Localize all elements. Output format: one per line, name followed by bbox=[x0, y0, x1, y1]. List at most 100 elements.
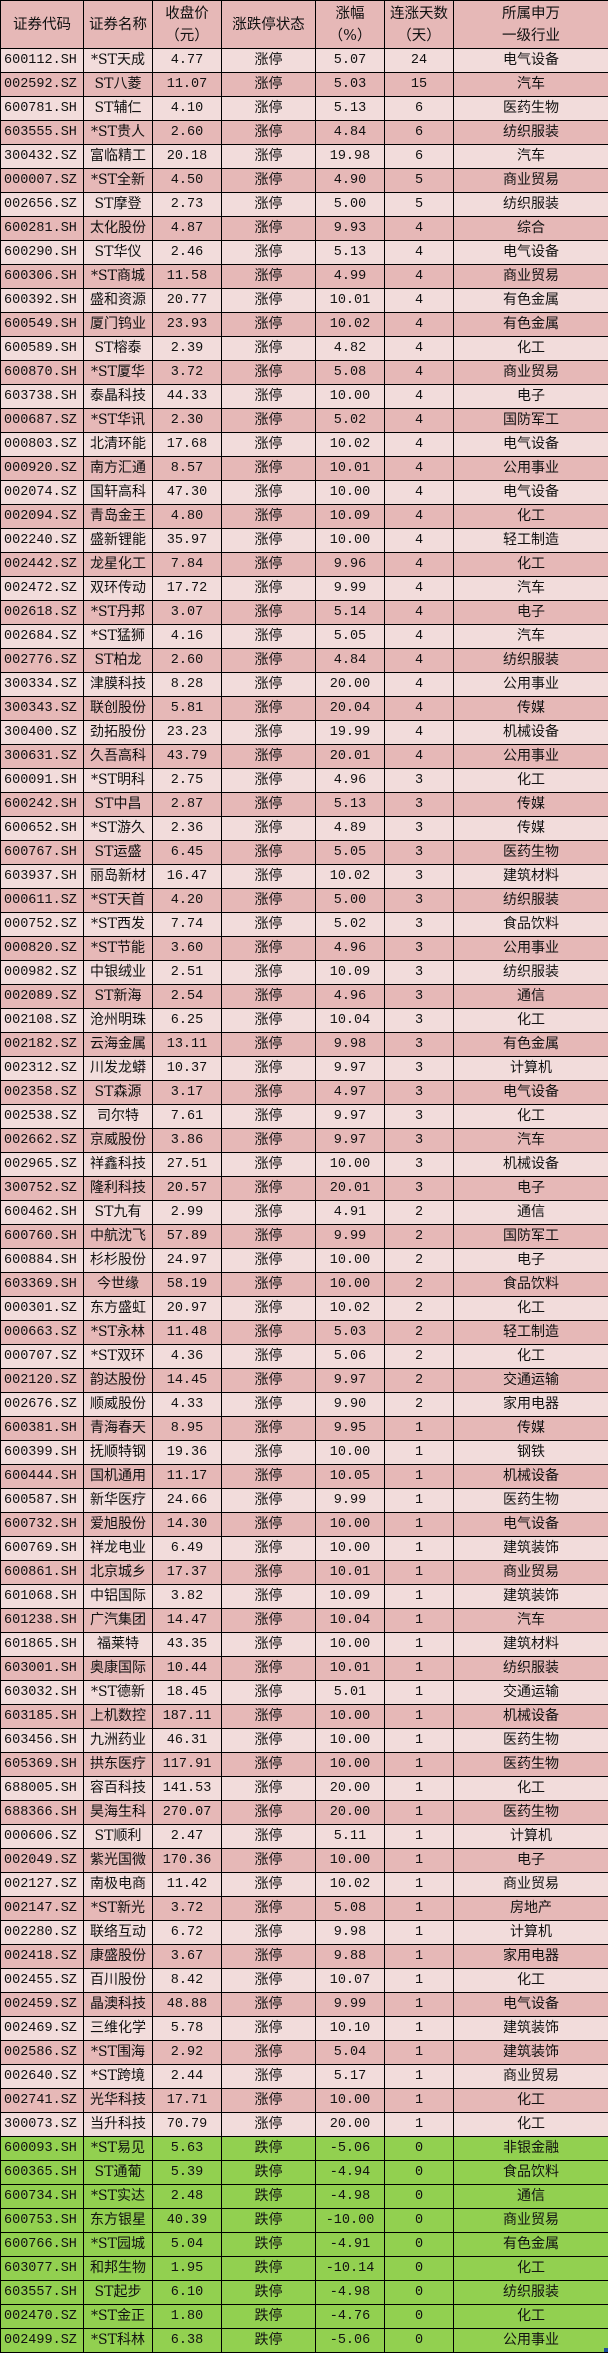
cell-change-pct[interactable]: 10.04 bbox=[316, 1609, 385, 1633]
cell-industry[interactable]: 机械设备 bbox=[454, 721, 608, 745]
cell-industry[interactable]: 纺织服装 bbox=[454, 193, 608, 217]
cell-name[interactable]: 百川股份 bbox=[84, 1969, 153, 1993]
cell-consecutive-days[interactable]: 1 bbox=[385, 1537, 454, 1561]
cell-consecutive-days[interactable]: 4 bbox=[385, 385, 454, 409]
cell-close-price[interactable]: 117.91 bbox=[153, 1753, 222, 1777]
cell-close-price[interactable]: 4.10 bbox=[153, 97, 222, 121]
cell-name[interactable]: 联创股份 bbox=[84, 697, 153, 721]
cell-change-pct[interactable]: 10.07 bbox=[316, 1969, 385, 1993]
cell-close-price[interactable]: 48.88 bbox=[153, 1993, 222, 2017]
cell-code[interactable]: 600587.SH bbox=[1, 1489, 84, 1513]
cell-consecutive-days[interactable]: 3 bbox=[385, 1033, 454, 1057]
cell-name[interactable]: 盛和资源 bbox=[84, 289, 153, 313]
cell-industry[interactable]: 轻工制造 bbox=[454, 529, 608, 553]
cell-close-price[interactable]: 4.36 bbox=[153, 1345, 222, 1369]
cell-change-pct[interactable]: 9.99 bbox=[316, 1489, 385, 1513]
cell-change-pct[interactable]: 20.00 bbox=[316, 1777, 385, 1801]
cell-consecutive-days[interactable]: 1 bbox=[385, 1657, 454, 1681]
cell-change-pct[interactable]: 10.00 bbox=[316, 1753, 385, 1777]
cell-change-pct[interactable]: 10.04 bbox=[316, 1009, 385, 1033]
cell-industry[interactable]: 建筑装饰 bbox=[454, 1585, 608, 1609]
cell-name[interactable]: 奥康国际 bbox=[84, 1657, 153, 1681]
cell-name[interactable]: ST森源 bbox=[84, 1081, 153, 1105]
cell-limit-status[interactable]: 涨停 bbox=[222, 289, 316, 313]
cell-code[interactable]: 600306.SH bbox=[1, 265, 84, 289]
cell-code[interactable]: 603937.SH bbox=[1, 865, 84, 889]
cell-industry[interactable]: 通信 bbox=[454, 985, 608, 1009]
cell-industry[interactable]: 有色金属 bbox=[454, 313, 608, 337]
cell-close-price[interactable]: 4.77 bbox=[153, 49, 222, 73]
cell-change-pct[interactable]: -10.14 bbox=[316, 2257, 385, 2281]
cell-industry[interactable]: 建筑材料 bbox=[454, 1633, 608, 1657]
cell-name[interactable]: 沧州明珠 bbox=[84, 1009, 153, 1033]
cell-close-price[interactable]: 3.82 bbox=[153, 1585, 222, 1609]
cell-name[interactable]: ST榕泰 bbox=[84, 337, 153, 361]
cell-code[interactable]: 002442.SZ bbox=[1, 553, 84, 577]
cell-limit-status[interactable]: 跌停 bbox=[222, 2281, 316, 2305]
cell-limit-status[interactable]: 涨停 bbox=[222, 193, 316, 217]
cell-change-pct[interactable]: 10.01 bbox=[316, 289, 385, 313]
cell-change-pct[interactable]: 9.97 bbox=[316, 1129, 385, 1153]
cell-code[interactable]: 300334.SZ bbox=[1, 673, 84, 697]
cell-change-pct[interactable]: 4.97 bbox=[316, 1081, 385, 1105]
cell-limit-status[interactable]: 涨停 bbox=[222, 2089, 316, 2113]
cell-close-price[interactable]: 3.67 bbox=[153, 1945, 222, 1969]
cell-consecutive-days[interactable]: 6 bbox=[385, 145, 454, 169]
cell-industry[interactable]: 传媒 bbox=[454, 793, 608, 817]
cell-code[interactable]: 601865.SH bbox=[1, 1633, 84, 1657]
cell-limit-status[interactable]: 涨停 bbox=[222, 1945, 316, 1969]
cell-industry[interactable]: 电气设备 bbox=[454, 1513, 608, 1537]
cell-consecutive-days[interactable]: 4 bbox=[385, 529, 454, 553]
cell-name[interactable]: 广汽集团 bbox=[84, 1609, 153, 1633]
cell-close-price[interactable]: 5.63 bbox=[153, 2137, 222, 2161]
cell-industry[interactable]: 机械设备 bbox=[454, 1465, 608, 1489]
cell-name[interactable]: 紫光国微 bbox=[84, 1849, 153, 1873]
cell-close-price[interactable]: 3.17 bbox=[153, 1081, 222, 1105]
cell-change-pct[interactable]: 10.09 bbox=[316, 961, 385, 985]
cell-limit-status[interactable]: 涨停 bbox=[222, 745, 316, 769]
cell-consecutive-days[interactable]: 3 bbox=[385, 913, 454, 937]
cell-close-price[interactable]: 6.38 bbox=[153, 2329, 222, 2353]
cell-code[interactable]: 600444.SH bbox=[1, 1465, 84, 1489]
cell-name[interactable]: *ST天成 bbox=[84, 49, 153, 73]
cell-industry[interactable]: 通信 bbox=[454, 2185, 608, 2209]
cell-change-pct[interactable]: 9.98 bbox=[316, 1921, 385, 1945]
cell-name[interactable]: 青岛金王 bbox=[84, 505, 153, 529]
cell-code[interactable]: 600781.SH bbox=[1, 97, 84, 121]
cell-change-pct[interactable]: 9.96 bbox=[316, 553, 385, 577]
cell-consecutive-days[interactable]: 0 bbox=[385, 2329, 454, 2353]
cell-name[interactable]: 司尔特 bbox=[84, 1105, 153, 1129]
cell-close-price[interactable]: 10.44 bbox=[153, 1657, 222, 1681]
cell-industry[interactable]: 电子 bbox=[454, 1177, 608, 1201]
cell-change-pct[interactable]: 5.08 bbox=[316, 361, 385, 385]
cell-change-pct[interactable]: 5.02 bbox=[316, 409, 385, 433]
cell-name[interactable]: 国机通用 bbox=[84, 1465, 153, 1489]
cell-limit-status[interactable]: 涨停 bbox=[222, 1705, 316, 1729]
cell-industry[interactable]: 计算机 bbox=[454, 1921, 608, 1945]
cell-close-price[interactable]: 6.25 bbox=[153, 1009, 222, 1033]
cell-change-pct[interactable]: 10.09 bbox=[316, 505, 385, 529]
cell-industry[interactable]: 汽车 bbox=[454, 625, 608, 649]
cell-name[interactable]: 三维化学 bbox=[84, 2017, 153, 2041]
cell-change-pct[interactable]: 5.11 bbox=[316, 1825, 385, 1849]
cell-limit-status[interactable]: 跌停 bbox=[222, 2185, 316, 2209]
cell-name[interactable]: 北清环能 bbox=[84, 433, 153, 457]
cell-consecutive-days[interactable]: 2 bbox=[385, 1225, 454, 1249]
cell-code[interactable]: 600589.SH bbox=[1, 337, 84, 361]
cell-close-price[interactable]: 23.23 bbox=[153, 721, 222, 745]
cell-limit-status[interactable]: 涨停 bbox=[222, 313, 316, 337]
cell-limit-status[interactable]: 涨停 bbox=[222, 1201, 316, 1225]
cell-industry[interactable]: 家用电器 bbox=[454, 1945, 608, 1969]
cell-industry[interactable]: 电气设备 bbox=[454, 481, 608, 505]
cell-industry[interactable]: 电子 bbox=[454, 385, 608, 409]
cell-name[interactable]: 富临精工 bbox=[84, 145, 153, 169]
cell-code[interactable]: 601068.SH bbox=[1, 1585, 84, 1609]
cell-close-price[interactable]: 13.11 bbox=[153, 1033, 222, 1057]
cell-close-price[interactable]: 2.73 bbox=[153, 193, 222, 217]
cell-limit-status[interactable]: 涨停 bbox=[222, 553, 316, 577]
cell-consecutive-days[interactable]: 5 bbox=[385, 193, 454, 217]
cell-name[interactable]: *ST天首 bbox=[84, 889, 153, 913]
cell-code[interactable]: 600766.SH bbox=[1, 2233, 84, 2257]
cell-change-pct[interactable]: 20.00 bbox=[316, 2113, 385, 2137]
header-name[interactable]: 证券名称 bbox=[84, 1, 153, 49]
